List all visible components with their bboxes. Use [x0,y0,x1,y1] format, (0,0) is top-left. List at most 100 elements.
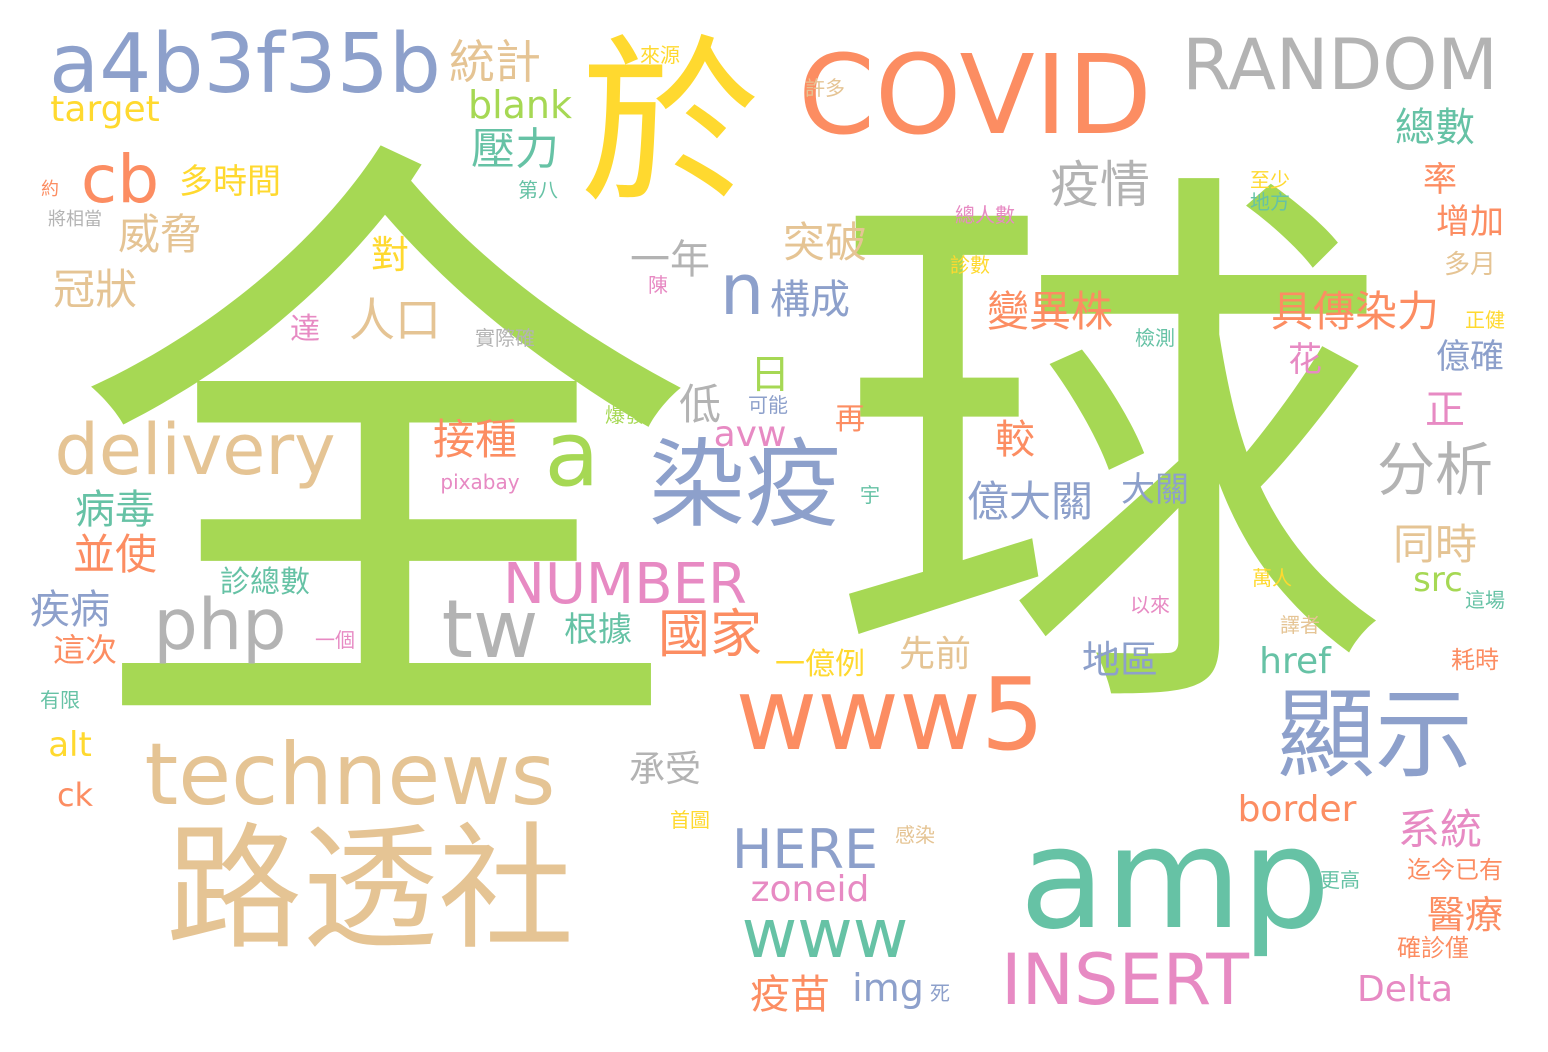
word-avw: avw [713,414,787,455]
word-tupo: 突破 [782,218,868,267]
word-jiao: 較 [995,417,1035,463]
word-laiyuan: 來源 [640,43,680,67]
word-zoneid: zoneid [750,869,870,910]
word-duoshijian: 多時間 [179,162,281,202]
word-haoshi: 耗時 [1451,646,1499,674]
word-zheci: 這次 [52,631,118,669]
word-yali: 壓力 [471,124,559,175]
word-xitong: 系統 [1397,805,1483,854]
word-fenxi: 分析 [1376,436,1494,504]
word-jiance: 檢測 [1135,326,1175,350]
word-goucheng: 構成 [770,277,850,323]
word-renkou: 人口 [349,293,441,347]
word-www: www [741,895,909,974]
word-yilai: 以來 [1130,593,1170,617]
word-xianshi: 顯示 [1276,678,1474,792]
word-random: RANDOM [1182,24,1498,106]
word-yu2: 宇 [860,483,880,507]
word-ri: 日 [750,352,790,398]
word-diqu: 地區 [1081,638,1159,682]
word-href: href [1259,641,1331,682]
word-ranyi: 染疫 [649,429,841,541]
word-shoutu: 首圖 [670,808,710,832]
word-bingdu: 病毒 [75,487,155,533]
word-si: 死 [930,981,950,1005]
word-covid: COVID [798,31,1152,159]
word-zhenzongshu: 診總數 [220,565,310,600]
word-zhengjian: 正健 [1465,308,1505,332]
word-yimiao: 疫苗 [750,972,830,1018]
word-guanzhuang: 冠狀 [52,265,138,314]
word-cb: cb [80,141,160,218]
word-tw: tw [441,583,539,676]
word-www5: www5 [735,656,1045,773]
word-zongrenshu: 總人數 [955,203,1015,227]
word-zai: 再 [835,402,865,437]
word-lv: 率 [1423,160,1457,200]
word-genggao: 更高 [1320,868,1360,892]
word-insert: INSERT [1001,939,1249,1021]
word-jiezhong: 接種 [432,415,518,464]
word-genju: 根據 [564,610,632,650]
word-yiyili: 一億例 [775,647,865,682]
word-duoyue: 多月 [1443,250,1497,280]
word-juchuanranli: 具傳染力 [1270,287,1440,336]
word-pixabay: pixabay [440,470,520,494]
word-zhenshu: 診數 [950,253,990,277]
word-diba: 第八 [518,178,558,202]
word-bingshi: 並使 [72,530,158,579]
word-tongshi: 同時 [1392,520,1478,569]
word-yidaguan: 億大關 [966,477,1094,526]
word-bianyizhu: 變異株 [986,287,1114,336]
word-src: src [1413,560,1463,600]
word-jibing: 疾病 [30,587,110,633]
word-chengshou: 承受 [628,749,702,790]
word-xianqian: 先前 [898,634,972,675]
word-quan: 全 [75,99,695,820]
word-technews: technews [144,725,556,825]
word-target: target [50,89,160,130]
word-n: n [719,249,765,331]
word-alt: alt [48,725,92,765]
word-yue: 約 [41,179,59,200]
word-baofa: 爆發 [605,403,645,427]
word-zengjia: 增加 [1436,202,1504,242]
word-img: img [852,966,924,1010]
word-dui: 對 [370,233,410,277]
word-jiangxiangdang: 將相當 [48,209,102,230]
word-number: NUMBER [503,552,747,617]
word-yinian: 一年 [630,237,710,283]
word-qiu: 球 [830,129,1390,781]
word-xuduo: 許多 [805,76,845,100]
word-lutoushe: 路透社 [166,811,574,969]
word-delivery: delivery [54,409,336,491]
word-chen: 陳 [648,273,668,297]
word-ganran: 感染 [895,823,935,847]
word-ck: ck [56,776,94,814]
word-amp: amp [1019,798,1331,961]
word-a: a [544,402,600,507]
word-youxian: 有限 [40,688,80,712]
word-delta: Delta [1356,969,1454,1010]
word-yige: 一個 [315,628,355,652]
word-wanren: 萬人 [1252,566,1292,590]
word-yu: 於 [579,20,761,229]
word-yiqing: 疫情 [1050,156,1150,214]
word-guojia: 國家 [657,605,763,665]
word-di: 低 [678,380,722,429]
word-zongshu: 總數 [1395,105,1475,151]
word-quezhenjin: 確診僅 [1397,934,1469,962]
word-yique: 億確 [1436,337,1504,377]
word-zhishao: 至少 [1250,168,1290,192]
word-difang: 地方 [1250,190,1290,214]
word-php: php [153,584,287,666]
word-da: 達 [290,312,320,347]
word-yiliao: 醫療 [1426,893,1504,937]
word-daguan: 大關 [1121,470,1189,510]
word-a4b3f35b: a4b3f35b [49,17,441,112]
word-border: border [1237,789,1357,830]
word-weixie: 威脅 [117,210,203,259]
word-tongji: 統計 [449,35,541,89]
word-qijinyiyou: 迄今已有 [1407,856,1503,884]
